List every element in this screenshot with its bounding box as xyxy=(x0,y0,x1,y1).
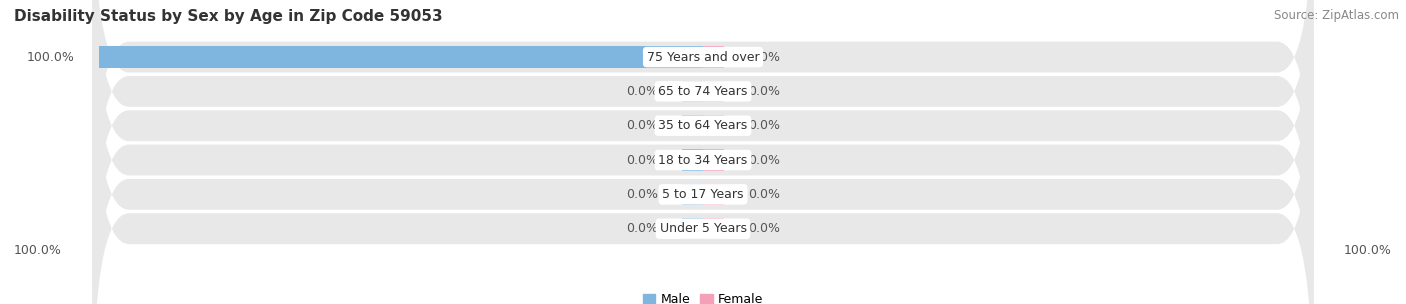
Text: 0.0%: 0.0% xyxy=(626,222,658,235)
Text: Under 5 Years: Under 5 Years xyxy=(659,222,747,235)
Bar xyxy=(703,81,724,102)
Text: 0.0%: 0.0% xyxy=(748,222,780,235)
Text: 0.0%: 0.0% xyxy=(626,85,658,98)
FancyBboxPatch shape xyxy=(93,0,1313,282)
Text: 65 to 74 Years: 65 to 74 Years xyxy=(658,85,748,98)
Text: 0.0%: 0.0% xyxy=(626,119,658,132)
Text: 0.0%: 0.0% xyxy=(748,119,780,132)
Bar xyxy=(703,184,724,205)
Text: 75 Years and over: 75 Years and over xyxy=(647,50,759,64)
FancyBboxPatch shape xyxy=(93,4,1313,304)
Text: 18 to 34 Years: 18 to 34 Years xyxy=(658,154,748,167)
Text: 100.0%: 100.0% xyxy=(14,244,62,257)
Text: Disability Status by Sex by Age in Zip Code 59053: Disability Status by Sex by Age in Zip C… xyxy=(14,9,443,24)
Text: 0.0%: 0.0% xyxy=(748,188,780,201)
Bar xyxy=(703,115,724,136)
Bar xyxy=(682,218,703,239)
Bar xyxy=(682,115,703,136)
Legend: Male, Female: Male, Female xyxy=(638,288,768,304)
Text: Source: ZipAtlas.com: Source: ZipAtlas.com xyxy=(1274,9,1399,22)
Text: 0.0%: 0.0% xyxy=(748,85,780,98)
Text: 0.0%: 0.0% xyxy=(626,154,658,167)
FancyBboxPatch shape xyxy=(93,38,1313,304)
FancyBboxPatch shape xyxy=(93,0,1313,304)
Bar xyxy=(682,184,703,205)
Text: 5 to 17 Years: 5 to 17 Years xyxy=(662,188,744,201)
Text: 100.0%: 100.0% xyxy=(27,50,75,64)
Bar xyxy=(682,81,703,102)
Bar xyxy=(98,47,703,68)
Text: 0.0%: 0.0% xyxy=(626,188,658,201)
Text: 100.0%: 100.0% xyxy=(1344,244,1392,257)
FancyBboxPatch shape xyxy=(93,0,1313,247)
Bar xyxy=(682,149,703,171)
Bar xyxy=(703,149,724,171)
Text: 0.0%: 0.0% xyxy=(748,50,780,64)
Text: 35 to 64 Years: 35 to 64 Years xyxy=(658,119,748,132)
Bar xyxy=(703,218,724,239)
FancyBboxPatch shape xyxy=(93,0,1313,304)
Bar xyxy=(703,47,724,68)
Text: 0.0%: 0.0% xyxy=(748,154,780,167)
